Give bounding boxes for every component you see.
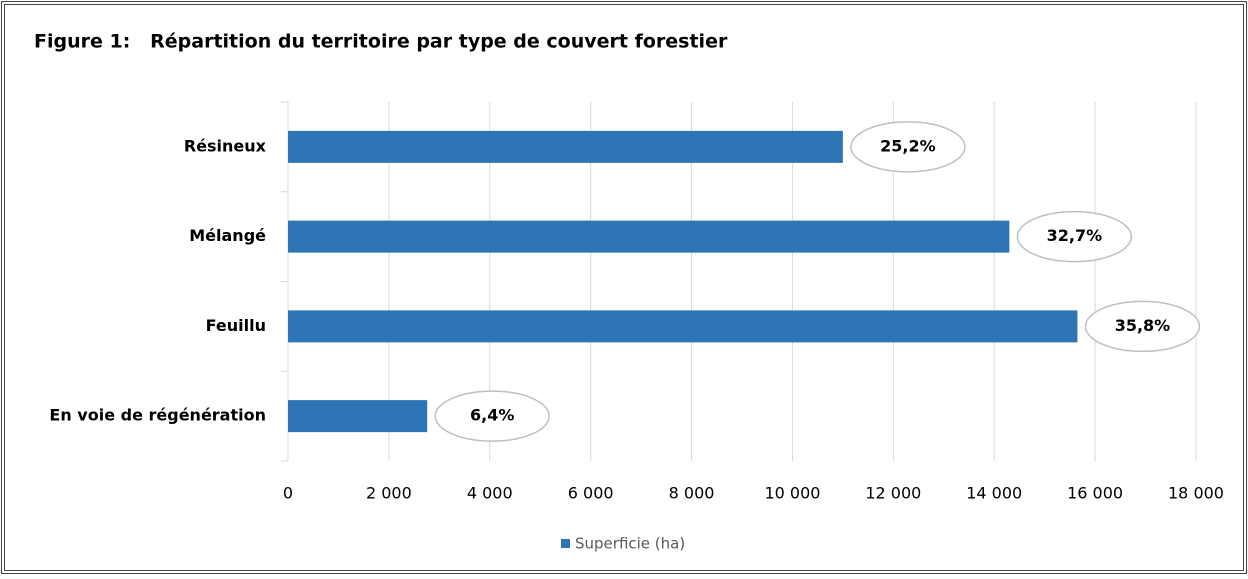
x-tick-label: 4 000 <box>467 484 513 503</box>
x-tick-label: 12 000 <box>865 484 921 503</box>
y-tick-label: Feuillu <box>206 316 266 335</box>
label-bubble <box>434 390 550 442</box>
x-tick-label: 8 000 <box>669 484 715 503</box>
bar <box>288 310 1078 343</box>
label-bubble <box>850 121 966 173</box>
y-tick-label: En voie de régénération <box>49 406 266 425</box>
legend-label: Superficie (ha) <box>575 535 685 553</box>
data-label: 32,7% <box>1047 226 1103 245</box>
x-tick-label: 14 000 <box>966 484 1022 503</box>
label-bubble <box>1084 300 1201 353</box>
data-label: 6,4% <box>470 406 514 425</box>
chart-title: Figure 1: Répartition du territoire par … <box>34 31 728 53</box>
bar <box>288 400 428 433</box>
y-tick-label: Mélangé <box>189 226 266 245</box>
x-tick-label: 0 <box>283 484 293 503</box>
x-tick-label: 2 000 <box>366 484 412 503</box>
x-tick-label: 10 000 <box>764 484 820 503</box>
inner-border <box>4 4 1244 571</box>
bar <box>288 220 1010 253</box>
x-tick-label: 6 000 <box>568 484 614 503</box>
data-label: 25,2% <box>880 136 936 155</box>
label-bubble <box>1016 210 1133 263</box>
x-tick-label: 16 000 <box>1067 484 1123 503</box>
bar <box>288 130 843 163</box>
x-tick-label: 18 000 <box>1168 484 1224 503</box>
y-tick-label: Résineux <box>184 136 267 155</box>
legend-swatch <box>561 539 570 548</box>
data-label: 35,8% <box>1115 316 1171 335</box>
